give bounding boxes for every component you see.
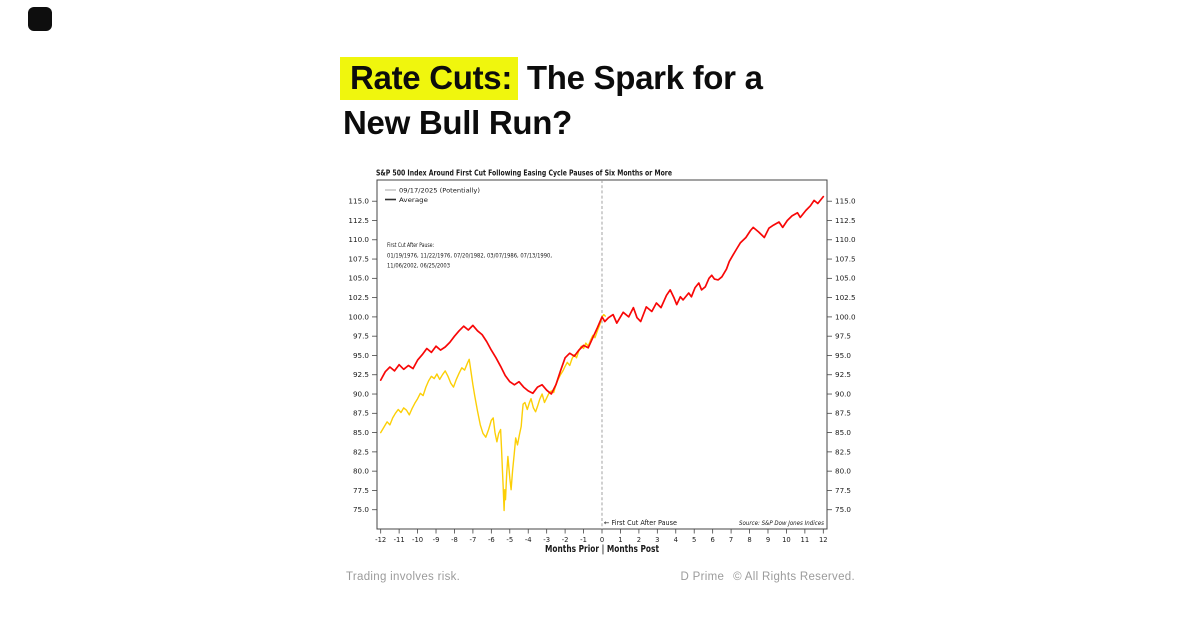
x-tick-label: -4 xyxy=(525,536,532,544)
x-tick-label: 12 xyxy=(819,536,828,544)
x-tick-label: 0 xyxy=(600,536,604,544)
y-tick-label-right: 110.0 xyxy=(835,235,856,244)
y-tick-label-left: 105.0 xyxy=(348,274,369,283)
y-tick-label-right: 95.0 xyxy=(835,351,851,360)
y-tick-label-right: 112.5 xyxy=(835,216,856,225)
x-tick-label: 5 xyxy=(692,536,696,544)
x-tick-label: -7 xyxy=(470,536,477,544)
chart-title: S&P 500 Index Around First Cut Following… xyxy=(376,169,672,178)
y-tick-label-right: 77.5 xyxy=(835,486,851,495)
y-tick-label-left: 85.0 xyxy=(353,428,369,437)
y-tick-label-right: 102.5 xyxy=(835,293,856,302)
y-tick-label-left: 115.0 xyxy=(348,197,369,206)
x-tick-label: 8 xyxy=(747,536,751,544)
x-tick-label: 2 xyxy=(637,536,641,544)
x-tick-label: -11 xyxy=(394,536,405,544)
y-tick-label-left: 75.0 xyxy=(353,505,369,514)
page-title: Rate Cuts: The Spark for a New Bull Run? xyxy=(340,55,763,145)
x-tick-label: 9 xyxy=(766,536,770,544)
y-tick-label-right: 75.0 xyxy=(835,505,851,514)
brand-name: D Prime xyxy=(680,571,725,583)
copyright-text: D Prime © All Rights Reserved. xyxy=(681,571,855,583)
y-tick-label-left: 77.5 xyxy=(353,486,369,495)
y-tick-label-right: 115.0 xyxy=(835,197,856,206)
y-tick-label-left: 97.5 xyxy=(353,332,369,341)
disclaimer-text: Trading involves risk. xyxy=(346,571,461,583)
y-tick-label-left: 80.0 xyxy=(353,467,369,476)
y-tick-label-right: 90.0 xyxy=(835,389,851,398)
x-tick-label: -10 xyxy=(412,536,423,544)
y-tick-label-left: 110.0 xyxy=(348,235,369,244)
x-tick-label: 7 xyxy=(729,536,733,544)
y-tick-label-right: 97.5 xyxy=(835,332,851,341)
x-tick-label: -9 xyxy=(433,536,440,544)
x-tick-label: -8 xyxy=(451,536,458,544)
y-tick-label-right: 82.5 xyxy=(835,447,851,456)
potential-2025-line xyxy=(380,313,606,512)
y-tick-label-right: 100.0 xyxy=(835,312,856,321)
average-line xyxy=(379,195,825,395)
x-tick-label: 11 xyxy=(801,536,810,544)
y-tick-label-left: 102.5 xyxy=(348,293,369,302)
x-tick-label: 10 xyxy=(782,536,791,544)
y-tick-label-right: 105.0 xyxy=(835,274,856,283)
x-tick-label: -6 xyxy=(488,536,495,544)
x-tick-label: -3 xyxy=(543,536,550,544)
event-arrow-label: ← First Cut After Pause xyxy=(604,519,677,527)
x-tick-label: -5 xyxy=(506,536,513,544)
x-axis-title: Months Prior | Months Post xyxy=(545,544,659,555)
x-tick-label: -1 xyxy=(580,536,587,544)
y-tick-label-left: 112.5 xyxy=(348,216,369,225)
y-tick-label-right: 87.5 xyxy=(835,409,851,418)
y-tick-label-right: 92.5 xyxy=(835,370,851,379)
brand-logo xyxy=(28,7,52,31)
x-tick-label: 1 xyxy=(618,536,622,544)
legend-label: 09/17/2025 (Potentially) xyxy=(399,186,480,194)
title-line1-rest: The Spark for a xyxy=(518,59,763,96)
y-tick-label-left: 90.0 xyxy=(353,389,369,398)
y-tick-label-left: 100.0 xyxy=(348,312,369,321)
y-tick-label-left: 95.0 xyxy=(353,351,369,360)
rights-text: © All Rights Reserved. xyxy=(733,571,855,583)
x-tick-label: -12 xyxy=(375,536,386,544)
source-label: Source: S&P Dow Jones Indices xyxy=(739,520,825,527)
title-highlight: Rate Cuts: xyxy=(340,57,519,100)
y-tick-label-right: 80.0 xyxy=(835,467,851,476)
x-tick-label: -2 xyxy=(562,536,569,544)
title-line-1: Rate Cuts: The Spark for a xyxy=(340,55,763,100)
first-cut-note-line: First Cut After Pause: xyxy=(387,242,434,249)
sp500-chart: 75.0 75.0 77.5 77.5 80.0 80.0 82.5 82.5 85.0 85.0… xyxy=(348,169,856,556)
y-tick-label-left: 87.5 xyxy=(353,409,369,418)
first-cut-note-line: 11/06/2002, 06/25/2003 xyxy=(387,263,450,270)
x-tick-label: 3 xyxy=(655,536,659,544)
x-tick-label: 6 xyxy=(710,536,714,544)
x-tick-label: 4 xyxy=(674,536,678,544)
y-tick-label-right: 107.5 xyxy=(835,254,856,263)
title-line-2: New Bull Run? xyxy=(343,104,572,141)
y-tick-label-left: 107.5 xyxy=(348,254,369,263)
y-tick-label-right: 85.0 xyxy=(835,428,851,437)
legend-label: Average xyxy=(399,196,428,204)
y-tick-label-left: 92.5 xyxy=(353,370,369,379)
first-cut-note-line: 01/19/1976, 11/22/1976, 07/20/1982, 03/0… xyxy=(387,252,552,259)
y-tick-label-left: 82.5 xyxy=(353,447,369,456)
